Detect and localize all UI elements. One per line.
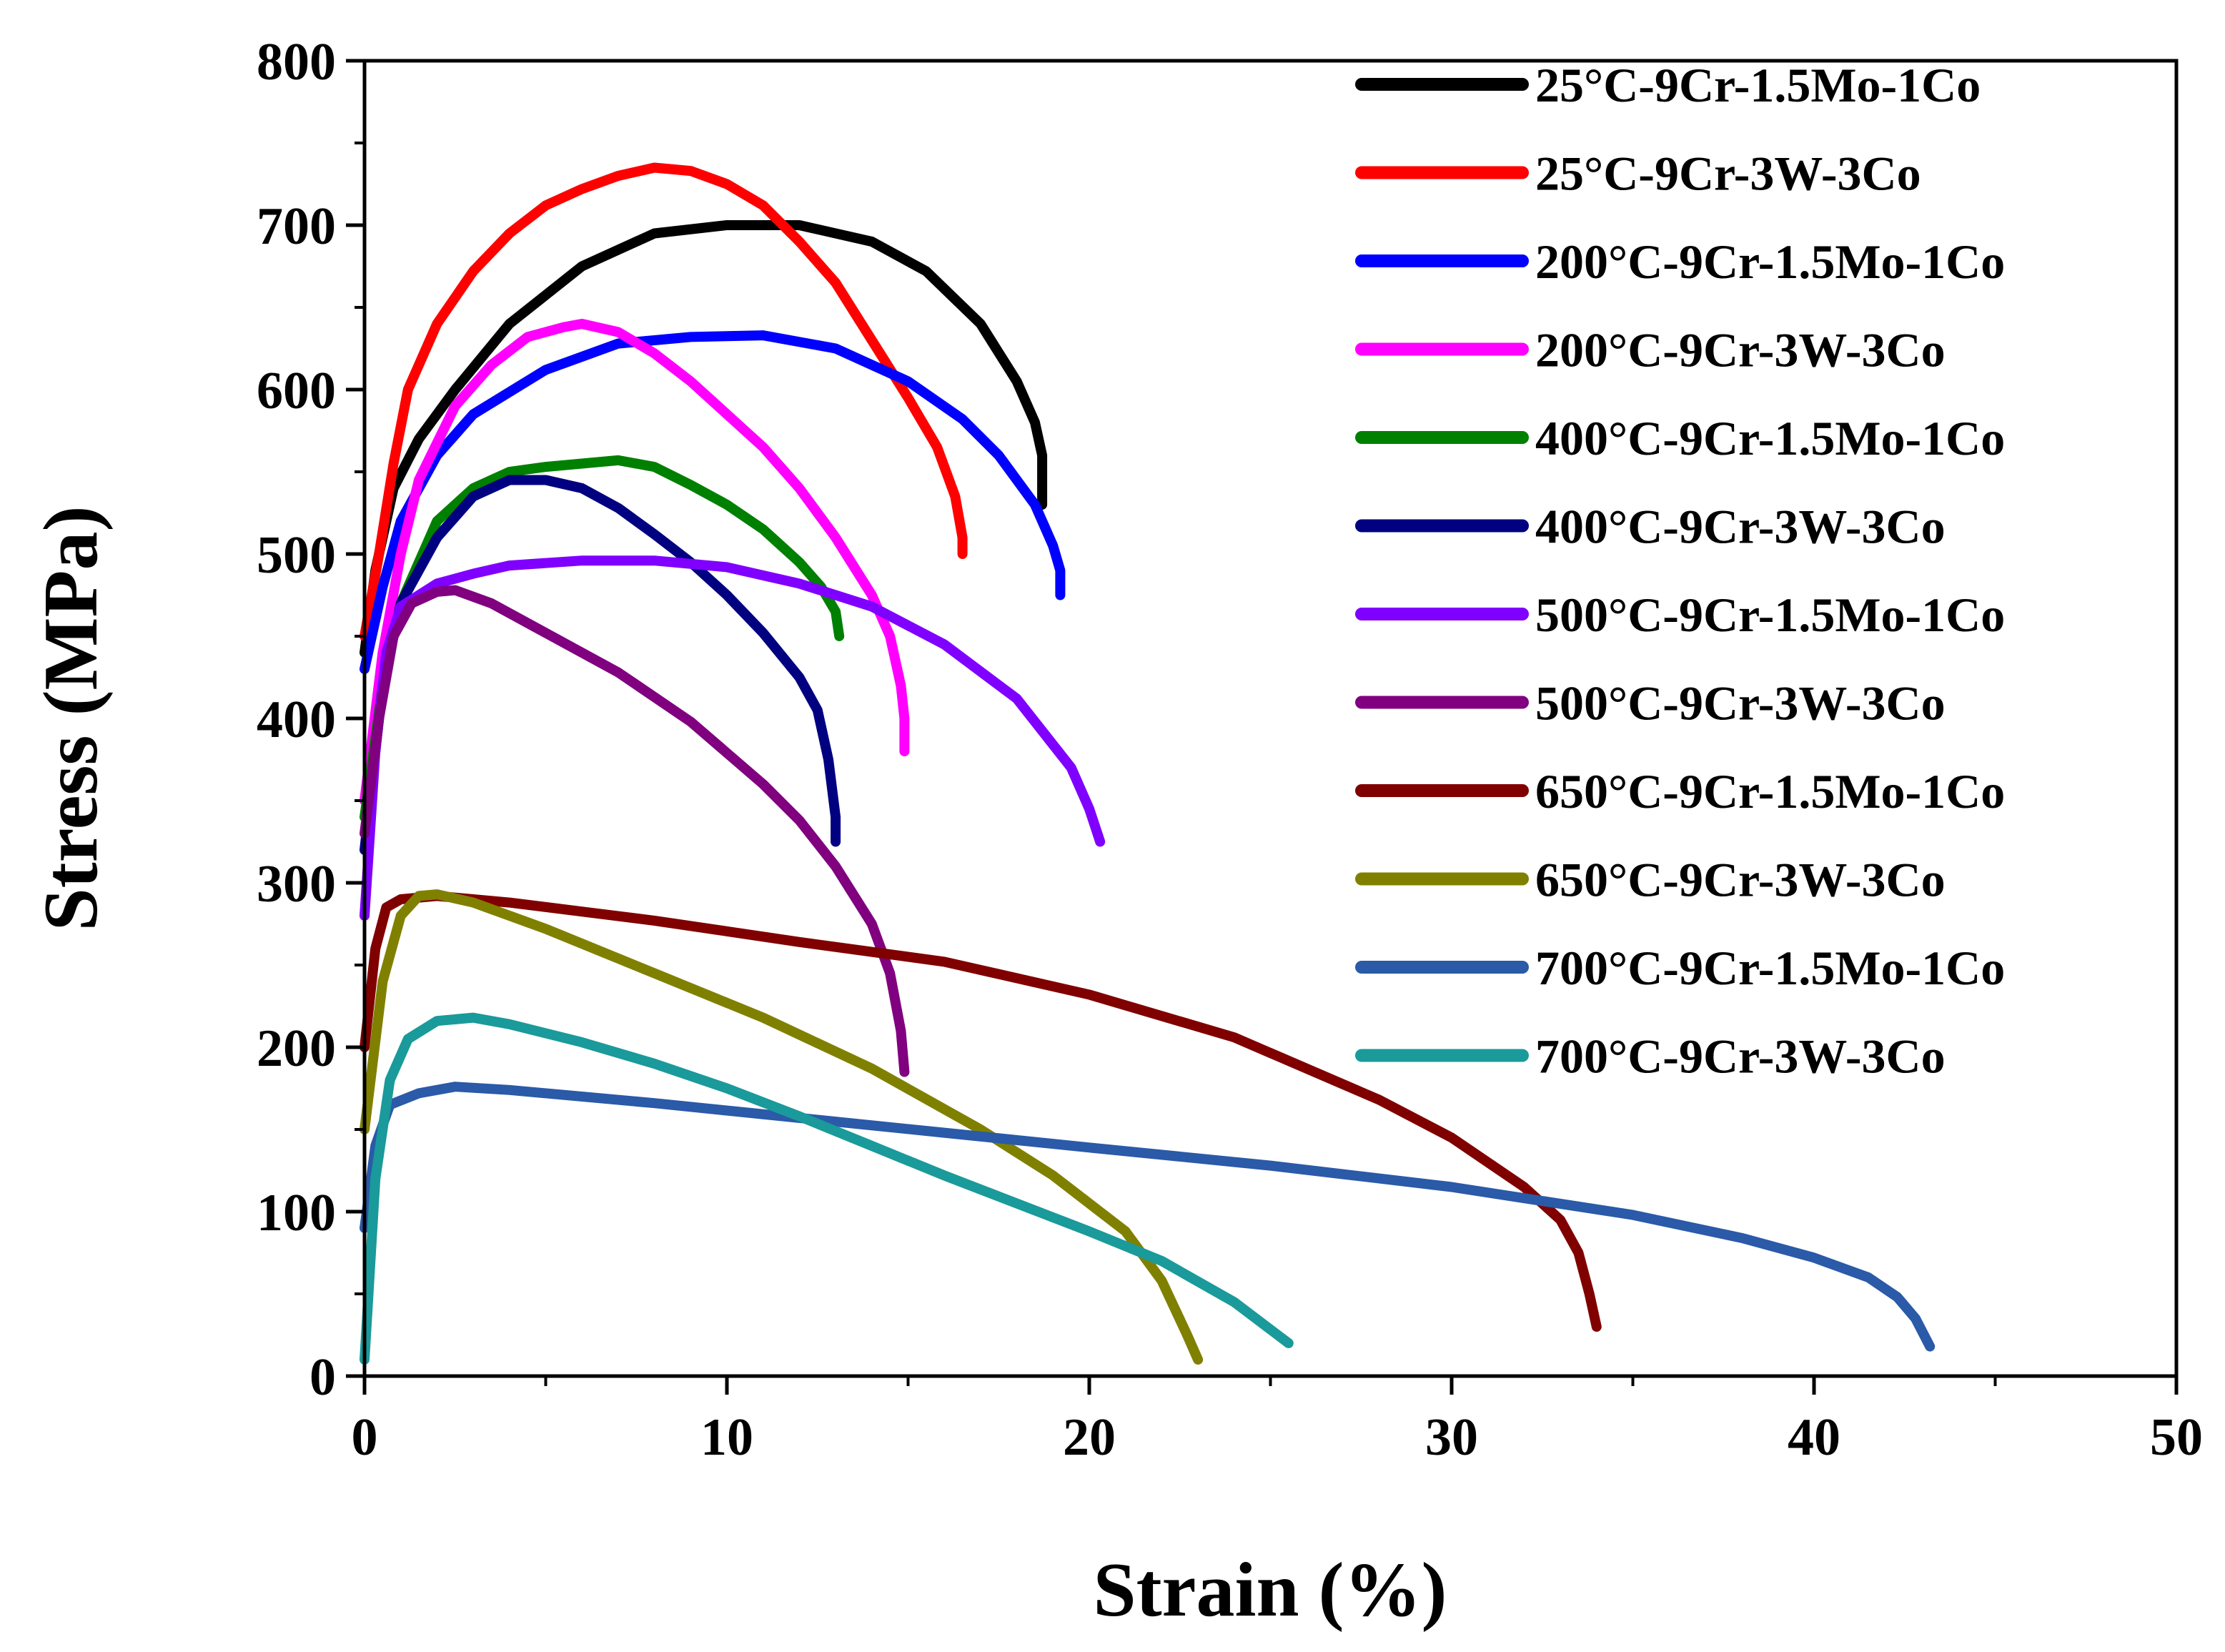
- x-axis-title: Strain (%): [1094, 1548, 1447, 1633]
- legend-label-8: 500°C-9Cr-3W-3Co: [1535, 676, 1946, 731]
- y-axis-title: Stress (MPa): [29, 506, 114, 931]
- legend-label-9: 650°C-9Cr-1.5Mo-1Co: [1535, 764, 2005, 818]
- series-line-1: [360, 220, 1048, 658]
- y-tick-label: 600: [257, 362, 336, 420]
- legend-label-3: 200°C-9Cr-1.5Mo-1Co: [1535, 234, 2005, 289]
- y-tick-label: 800: [257, 33, 336, 91]
- legend-label-2: 25°C-9Cr-3W-3Co: [1535, 147, 1921, 201]
- x-tick-label: 50: [2150, 1408, 2203, 1467]
- series-line-2: [360, 162, 968, 641]
- x-tick-label: 20: [1063, 1408, 1116, 1467]
- legend-label-7: 500°C-9Cr-1.5Mo-1Co: [1535, 588, 2005, 642]
- legend-label-5: 400°C-9Cr-1.5Mo-1Co: [1535, 411, 2005, 465]
- series-line-12: [360, 1012, 1294, 1365]
- legend-label-11: 700°C-9Cr-1.5Mo-1Co: [1535, 941, 2005, 995]
- y-tick-label: 700: [257, 197, 336, 256]
- legend-label-12: 700°C-9Cr-3W-3Co: [1535, 1029, 1946, 1084]
- legend-label-6: 400°C-9Cr-3W-3Co: [1535, 500, 1946, 554]
- legend-label-1: 25°C-9Cr-1.5Mo-1Co: [1535, 58, 1981, 112]
- x-tick-label: 40: [1788, 1408, 1840, 1467]
- y-tick-label: 500: [257, 526, 336, 585]
- series-line-6: [360, 475, 841, 855]
- y-tick-label: 200: [257, 1019, 336, 1078]
- series-line-9: [360, 891, 1602, 1332]
- series-line-5: [360, 455, 845, 822]
- x-tick-label: 10: [700, 1408, 753, 1467]
- y-tick-label: 300: [257, 855, 336, 914]
- series-line-8: [360, 585, 910, 1077]
- x-tick-label: 0: [352, 1408, 378, 1467]
- curves-layer: [360, 162, 1936, 1365]
- x-tick-label: 30: [1425, 1408, 1478, 1467]
- series-line-4: [360, 319, 910, 806]
- y-tick-label: 100: [257, 1184, 336, 1242]
- y-tick-label: 400: [257, 691, 336, 749]
- series-line-10: [360, 889, 1204, 1365]
- legend-label-4: 200°C-9Cr-3W-3Co: [1535, 323, 1946, 377]
- legend: 25°C-9Cr-1.5Mo-1Co 25°C-9Cr-3W-3Co 200°C-9…: [1355, 58, 2005, 1084]
- series-line-7: [360, 555, 1106, 921]
- legend-label-10: 650°C-9Cr-3W-3Co: [1535, 853, 1946, 907]
- y-tick-label: 0: [309, 1348, 336, 1407]
- series-line-11: [360, 1082, 1936, 1352]
